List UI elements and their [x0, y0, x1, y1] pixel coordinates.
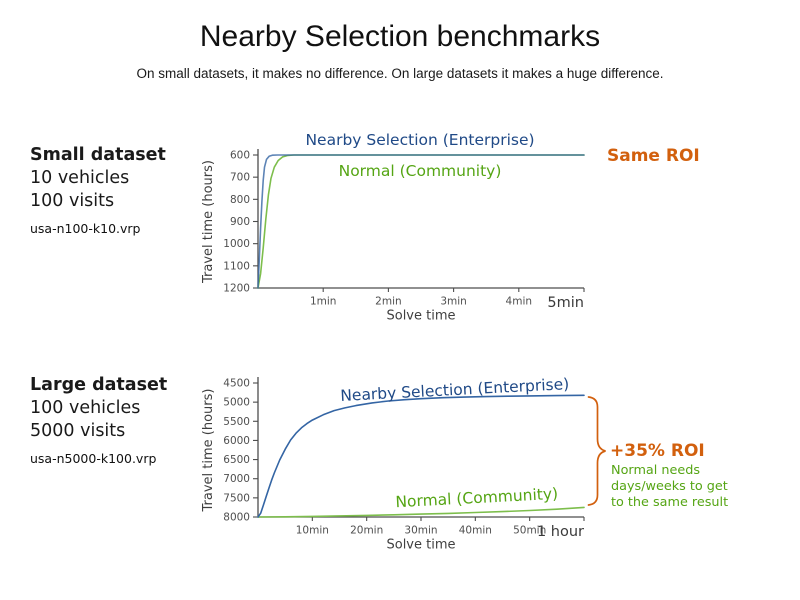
small-chart: 600 700 800 900 1000 1100 1200 1min 2min 3min 4min… — [201, 131, 585, 324]
small-chart-xaxis-title: Solve time — [386, 309, 455, 324]
small-chart-xtick-label: 5min — [547, 295, 584, 311]
large-chart-ytick-label: 8000 — [223, 512, 250, 524]
large-chart-label-enterprise: Nearby Selection (Enterprise) — [340, 375, 570, 405]
small-chart-yaxis-title: Travel time (hours) — [201, 160, 216, 284]
large-dataset-heading: Large dataset — [30, 375, 168, 395]
small-dataset-visits: 100 visits — [30, 191, 115, 211]
page-subtitle: On small datasets, it makes no differenc… — [136, 66, 664, 81]
roi-note-line-1: Normal needs — [611, 463, 701, 478]
plus-roi-label: +35% ROI — [610, 441, 705, 461]
large-chart-ytick-label: 5000 — [223, 397, 250, 409]
large-dataset-filename: usa-n5000-k100.vrp — [30, 451, 157, 466]
large-chart-line-community — [257, 506, 585, 518]
large-chart: 4500 5000 5500 6000 6500 7000 7500 8000 10min 20m… — [201, 375, 606, 553]
roi-note: Normal needs days/weeks to get to the sa… — [611, 463, 728, 510]
small-chart-xtick-label: 2min — [375, 296, 401, 308]
small-chart-ytick-label: 700 — [230, 172, 250, 184]
large-chart-yaxis-title: Travel time (hours) — [201, 389, 216, 513]
small-chart-ytick-label: 1100 — [223, 260, 250, 272]
large-dataset-caption: Large dataset 100 vehicles 5000 visits u… — [30, 374, 220, 466]
roi-note-line-2: days/weeks to get — [611, 478, 728, 494]
large-chart-xtick-label: 10min — [296, 525, 329, 537]
small-dataset-vehicles: 10 vehicles — [30, 168, 130, 188]
small-chart-ytick-label: 800 — [230, 194, 250, 206]
small-chart-xtick-label: 4min — [506, 296, 532, 308]
large-chart-xtick-label: 1 hour — [537, 524, 584, 540]
large-chart-line-enterprise — [257, 394, 585, 518]
small-chart-label-enterprise: Nearby Selection (Enterprise) — [305, 131, 534, 149]
small-dataset-filename: usa-n100-k10.vrp — [30, 221, 141, 236]
large-chart-xtick-label: 30min — [404, 525, 437, 537]
page-title: Nearby Selection benchmarks — [199, 20, 601, 53]
large-chart-ytick-label: 7500 — [223, 492, 250, 504]
small-chart-ytick-label: 900 — [230, 216, 250, 228]
large-chart-xtick-label: 50min — [513, 525, 546, 537]
roi-brace — [587, 396, 606, 506]
large-chart-ytick-label: 6000 — [223, 435, 250, 447]
roi-note-line-3: to the same result — [611, 494, 729, 510]
large-dataset-visits: 5000 visits — [30, 421, 126, 441]
large-chart-ytick-label: 6500 — [223, 454, 250, 466]
large-chart-ytick-label: 4500 — [223, 378, 250, 390]
small-chart-ytick-label: 1000 — [223, 238, 250, 250]
same-roi-label: Same ROI — [607, 146, 700, 166]
small-dataset-heading: Small dataset — [30, 145, 166, 165]
large-chart-xtick-label: 40min — [459, 525, 492, 537]
large-chart-xtick-label: 20min — [350, 525, 383, 537]
small-chart-line-enterprise — [257, 154, 585, 289]
large-chart-ytick-label: 5500 — [223, 416, 250, 428]
small-dataset-caption: Small dataset 10 vehicles 100 visits usa… — [30, 144, 220, 236]
small-chart-ytick-label: 600 — [230, 150, 250, 162]
small-chart-xtick-label: 1min — [310, 296, 336, 308]
small-chart-xtick-label: 3min — [440, 296, 466, 308]
large-chart-ytick-label: 7000 — [223, 473, 250, 485]
large-dataset-vehicles: 100 vehicles — [30, 398, 141, 418]
large-chart-xaxis-title: Solve time — [386, 538, 455, 553]
large-chart-label-community: Normal (Community) — [395, 485, 559, 511]
small-chart-ytick-label: 1200 — [223, 283, 250, 295]
small-chart-label-community: Normal (Community) — [339, 162, 502, 180]
